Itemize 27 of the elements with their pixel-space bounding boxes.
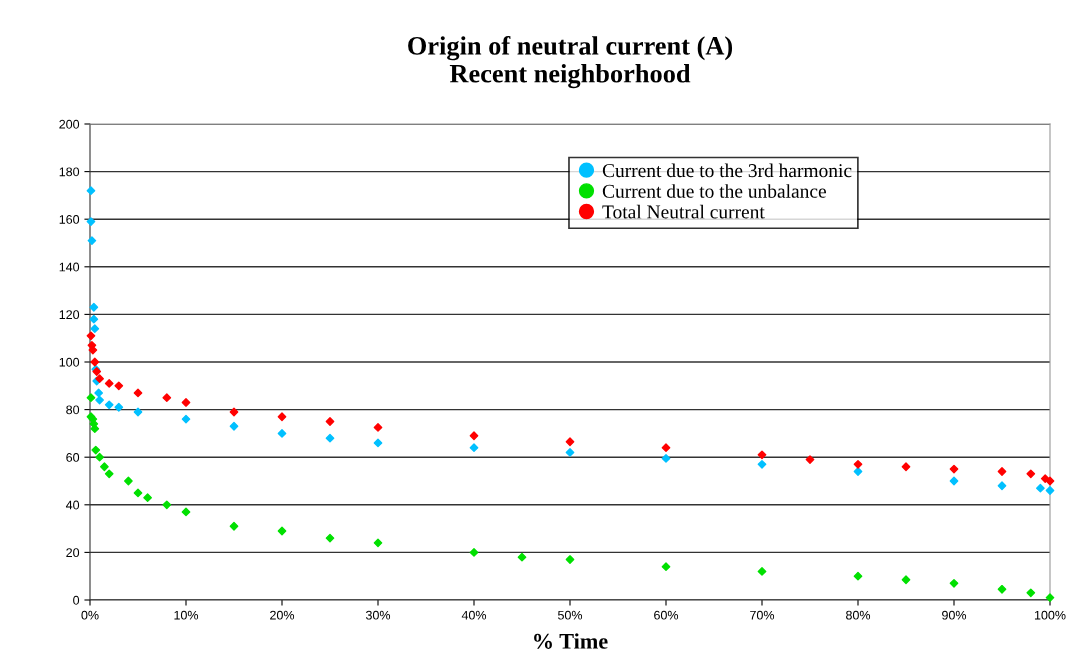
y-tick-label: 120 xyxy=(59,310,80,320)
x-tick-label: 80% xyxy=(846,610,871,620)
legend-label: Current due to the unbalance xyxy=(602,184,826,198)
y-tick-label: 40 xyxy=(65,500,80,510)
x-tick-label: 10% xyxy=(174,610,199,620)
y-tick-label: 20 xyxy=(66,548,80,558)
x-tick-label: 100% xyxy=(1034,610,1066,620)
x-tick-label: 0% xyxy=(81,610,99,620)
x-tick-label: 30% xyxy=(365,610,391,620)
y-tick-label: 180 xyxy=(59,167,80,177)
y-tick-label: 160 xyxy=(59,215,80,224)
x-tick-label: 90% xyxy=(942,610,967,620)
y-tick-label: 200 xyxy=(59,119,80,129)
y-tick-label: 0 xyxy=(73,595,80,605)
x-tick-label: 50% xyxy=(557,610,583,620)
x-tick-label: 40% xyxy=(461,610,487,620)
x-tick-label: 70% xyxy=(750,610,775,620)
x-axis-title: % Time xyxy=(534,633,608,649)
y-tick-label: 60 xyxy=(66,453,80,462)
chart-title: Origin of neutral current (A) Recent neighborhood xyxy=(408,35,733,89)
x-tick-label: 20% xyxy=(270,610,295,620)
y-tick-label: 100 xyxy=(59,357,80,367)
x-tick-label: 60% xyxy=(654,610,679,620)
legend-label: Current due to the 3rd harmonic xyxy=(602,163,852,178)
legend-label: Total Neutral current xyxy=(602,204,765,219)
y-tick-label: 80 xyxy=(66,405,80,415)
y-tick-label: 140 xyxy=(59,262,80,272)
